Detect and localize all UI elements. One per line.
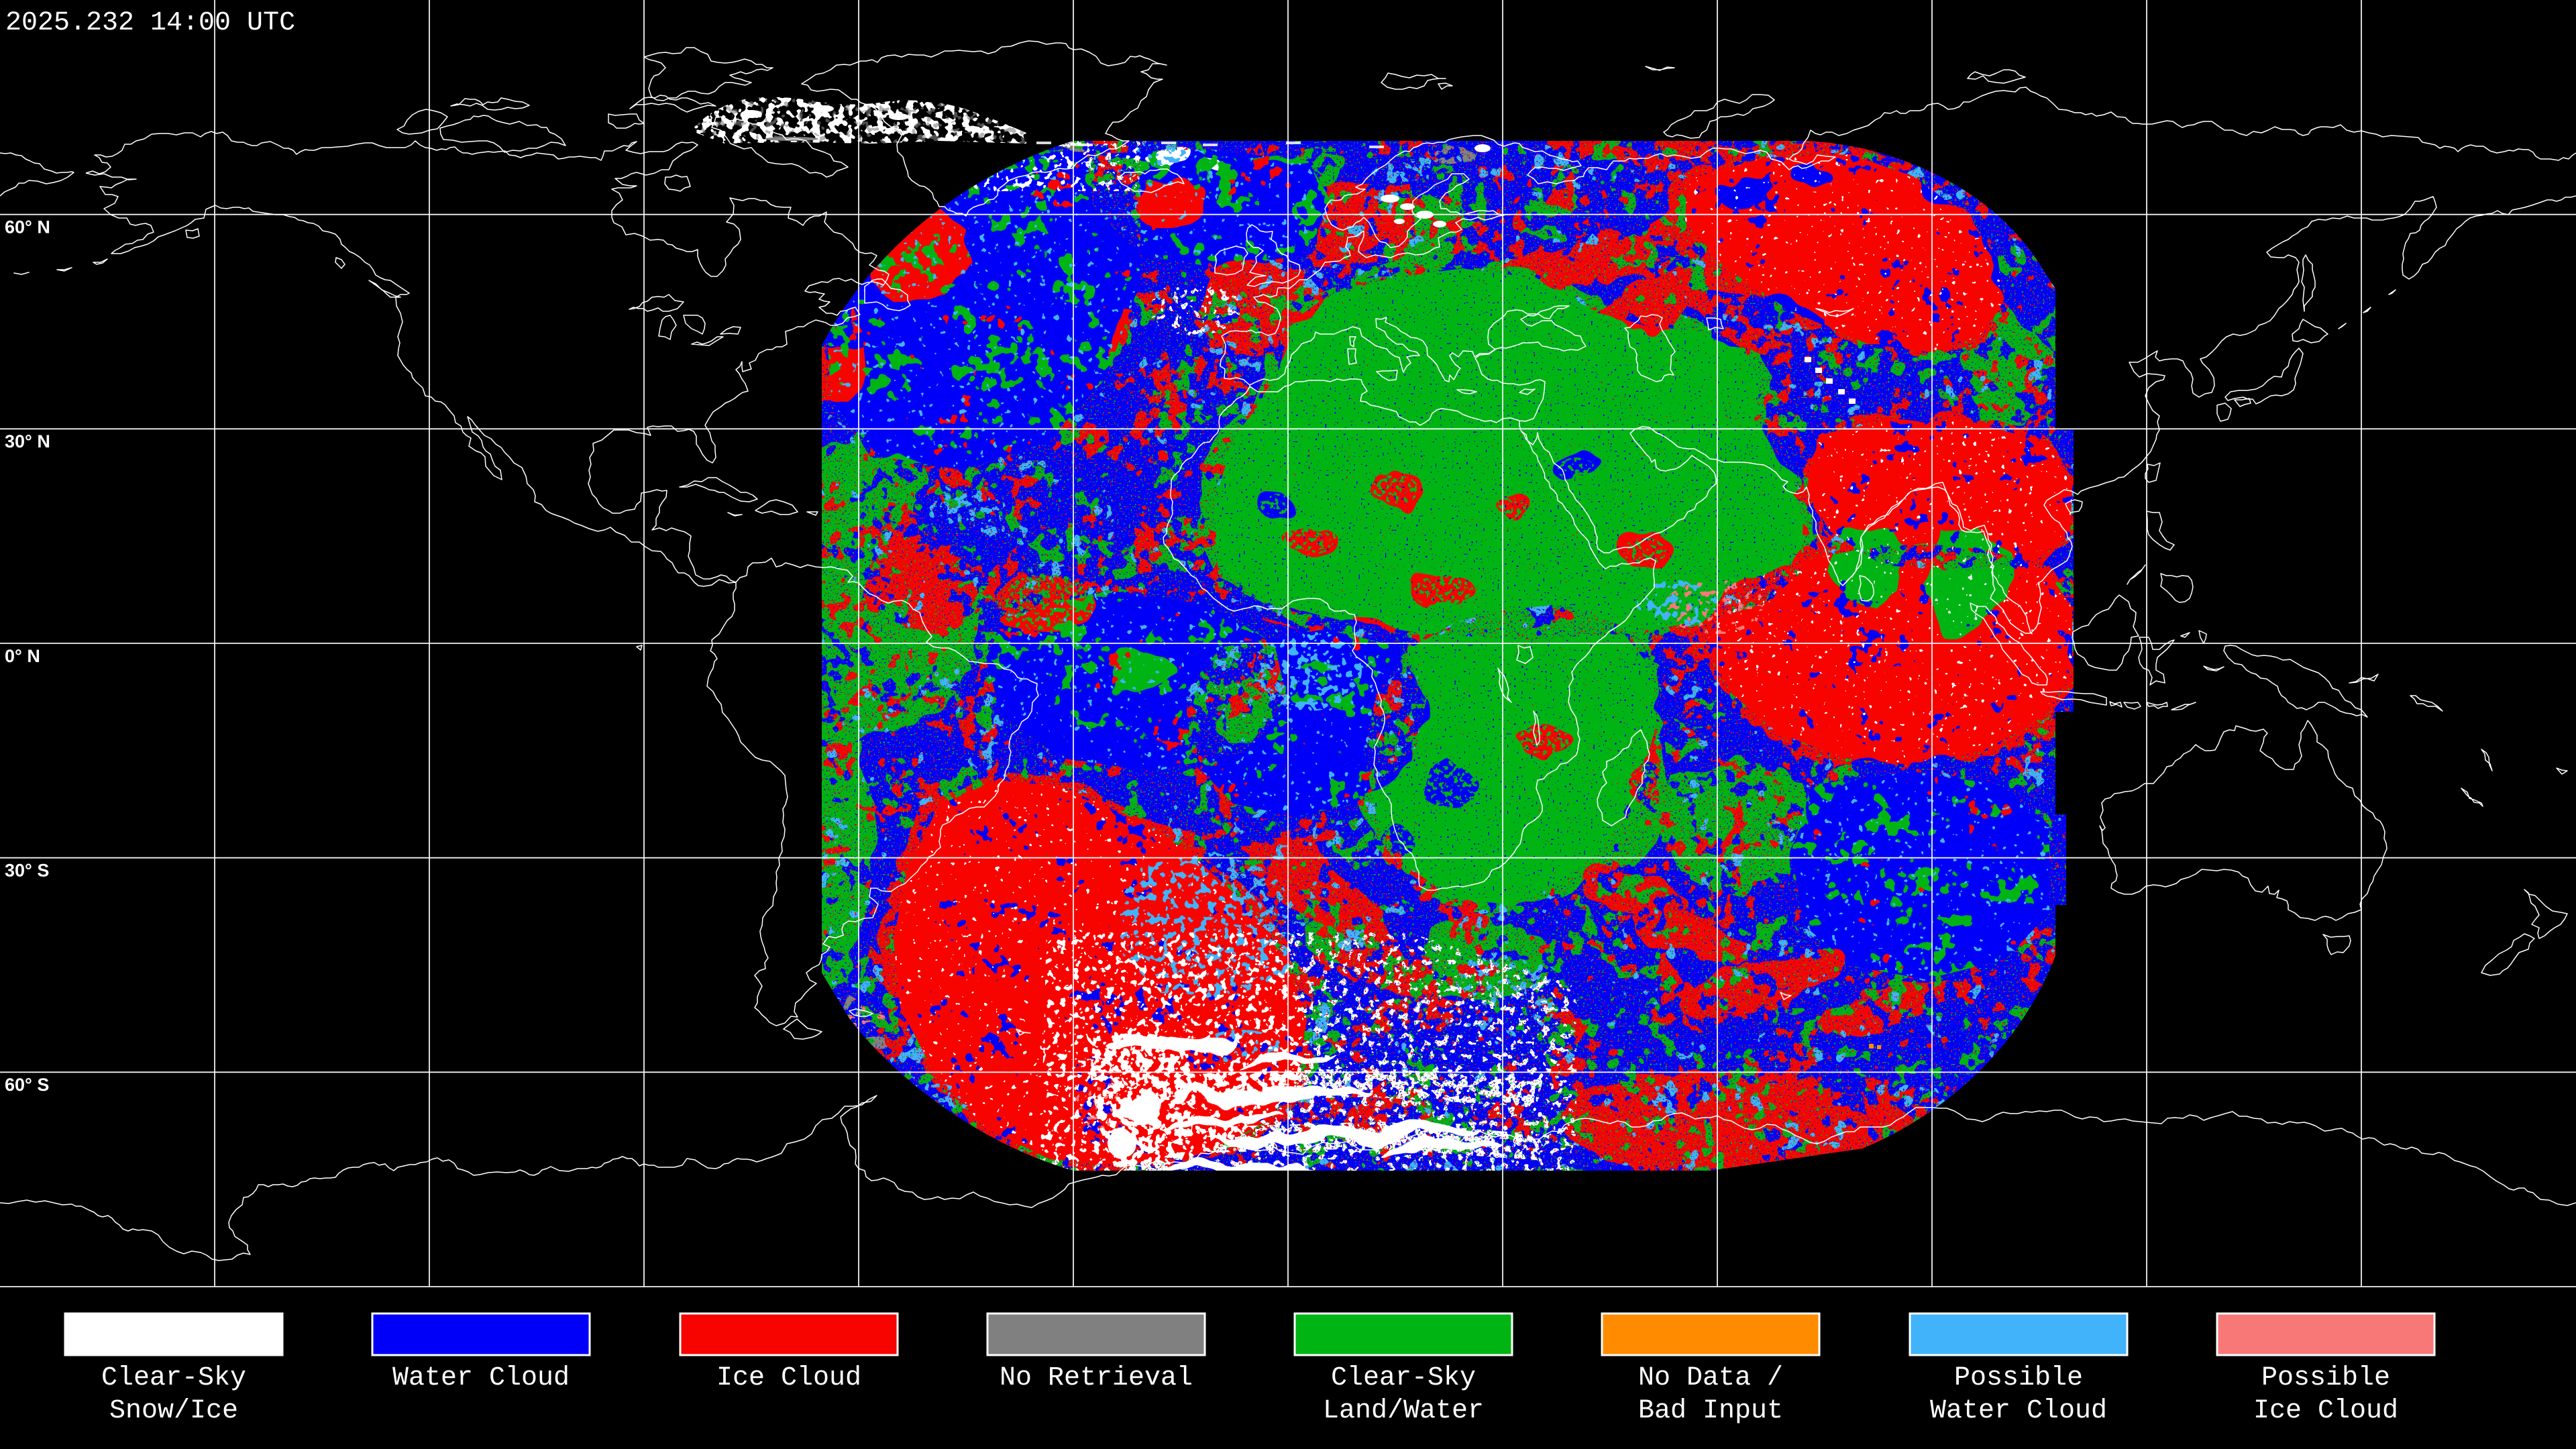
svg-text:No Data /: No Data / bbox=[1638, 1363, 1783, 1393]
svg-text:Land/Water: Land/Water bbox=[1323, 1396, 1484, 1426]
svg-text:30° N: 30° N bbox=[5, 431, 50, 451]
svg-text:Possible: Possible bbox=[2261, 1363, 2390, 1393]
svg-text:No Retrieval: No Retrieval bbox=[1000, 1363, 1193, 1393]
svg-text:Water Cloud: Water Cloud bbox=[1930, 1396, 2107, 1426]
svg-text:2025.232 14:00 UTC: 2025.232 14:00 UTC bbox=[5, 8, 295, 38]
svg-text:30° S: 30° S bbox=[5, 861, 49, 881]
svg-text:Water Cloud: Water Cloud bbox=[392, 1363, 570, 1393]
svg-text:Clear-Sky: Clear-Sky bbox=[101, 1363, 246, 1393]
svg-text:Ice Cloud: Ice Cloud bbox=[2253, 1396, 2398, 1426]
svg-text:0° N: 0° N bbox=[5, 646, 40, 666]
svg-text:Clear-Sky: Clear-Sky bbox=[1331, 1363, 1476, 1393]
svg-text:Snow/Ice: Snow/Ice bbox=[109, 1396, 238, 1426]
svg-text:60° N: 60° N bbox=[5, 217, 50, 237]
svg-text:Ice Cloud: Ice Cloud bbox=[716, 1363, 861, 1393]
svg-text:Possible: Possible bbox=[1954, 1363, 2083, 1393]
svg-text:60° S: 60° S bbox=[5, 1075, 49, 1095]
svg-text:Bad Input: Bad Input bbox=[1638, 1396, 1783, 1426]
